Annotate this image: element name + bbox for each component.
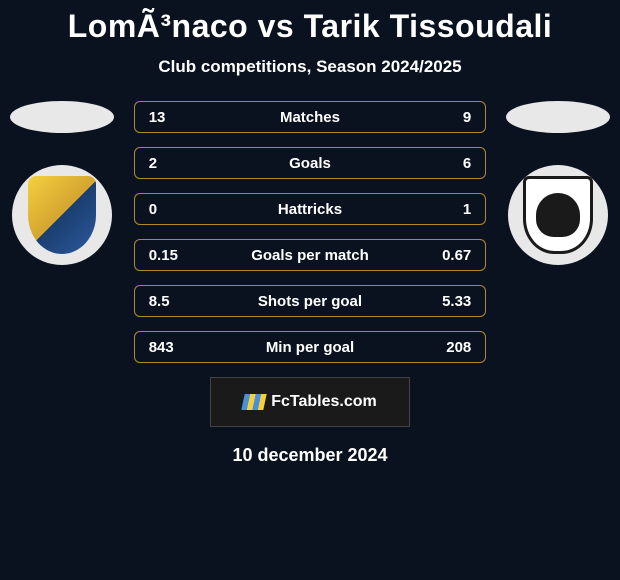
stat-right-value: 208: [411, 339, 471, 356]
stat-left-value: 8.5: [149, 293, 209, 310]
club-badge-right-icon: [523, 176, 593, 254]
stat-left-value: 0: [149, 201, 209, 218]
stat-left-value: 843: [149, 339, 209, 356]
stat-row: 0 Hattricks 1: [134, 193, 487, 225]
stat-right-value: 6: [411, 155, 471, 172]
stats-column: 13 Matches 9 2 Goals 6 0 Hattricks 1 0.1…: [134, 101, 487, 363]
comparison-date: 10 december 2024: [0, 445, 620, 466]
stat-row: 8.5 Shots per goal 5.33: [134, 285, 487, 317]
stat-label: Hattricks: [209, 201, 412, 218]
stat-label: Matches: [209, 109, 412, 126]
stat-row: 0.15 Goals per match 0.67: [134, 239, 487, 271]
branding-icon: [242, 394, 267, 410]
club-badge-left-icon: [28, 176, 96, 254]
player-left-side: [8, 101, 116, 265]
stat-row: 13 Matches 9: [134, 101, 487, 133]
stat-left-value: 13: [149, 109, 209, 126]
comparison-row: 13 Matches 9 2 Goals 6 0 Hattricks 1 0.1…: [0, 101, 620, 363]
page-title: LomÃ³naco vs Tarik Tissoudali: [0, 8, 620, 45]
stat-right-value: 0.67: [411, 247, 471, 264]
stat-row: 843 Min per goal 208: [134, 331, 487, 363]
player-right-club-badge: [508, 165, 608, 265]
player-left-flag: [10, 101, 114, 133]
stat-right-value: 5.33: [411, 293, 471, 310]
stat-left-value: 2: [149, 155, 209, 172]
stat-label: Goals: [209, 155, 412, 172]
stat-row: 2 Goals 6: [134, 147, 487, 179]
page-subtitle: Club competitions, Season 2024/2025: [0, 57, 620, 77]
branding-link[interactable]: FcTables.com: [210, 377, 410, 427]
stat-label: Goals per match: [209, 247, 412, 264]
stat-right-value: 9: [411, 109, 471, 126]
player-left-club-badge: [12, 165, 112, 265]
stat-label: Min per goal: [209, 339, 412, 356]
stat-right-value: 1: [411, 201, 471, 218]
player-right-flag: [506, 101, 610, 133]
player-right-side: [504, 101, 612, 265]
comparison-container: LomÃ³naco vs Tarik Tissoudali Club compe…: [0, 0, 620, 466]
stat-label: Shots per goal: [209, 293, 412, 310]
branding-text: FcTables.com: [271, 393, 377, 411]
stat-left-value: 0.15: [149, 247, 209, 264]
